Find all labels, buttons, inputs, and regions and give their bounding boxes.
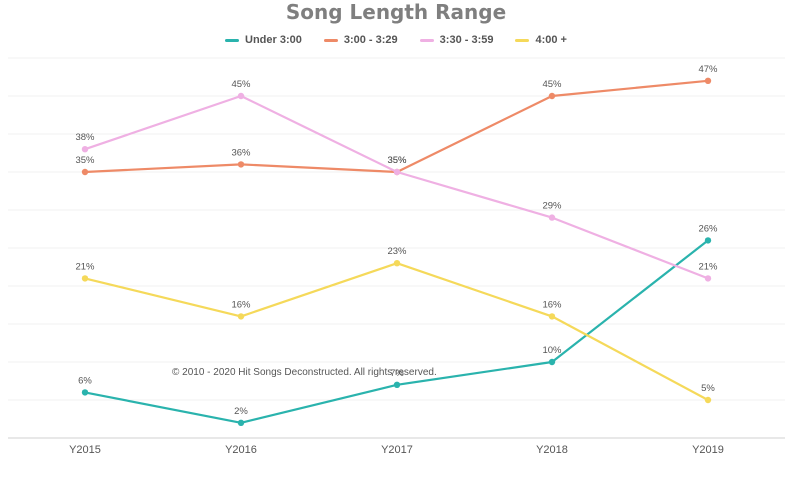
data-point[interactable] — [393, 381, 401, 388]
data-label: 2% — [234, 406, 248, 417]
series-line — [84, 239, 709, 424]
legend-swatch-3-30-3-59 — [419, 38, 434, 42]
data-label: 7% — [390, 368, 404, 379]
data-label: 21% — [75, 261, 95, 272]
data-label: 16% — [542, 299, 562, 310]
data-point[interactable] — [81, 389, 89, 396]
chart-title: Song Length Range — [285, 0, 507, 24]
data-point[interactable] — [704, 237, 712, 244]
legend-swatch-3-00-3-29 — [323, 38, 338, 42]
data-point[interactable] — [704, 396, 712, 404]
data-point[interactable] — [548, 358, 556, 366]
legend-swatch-4-00-plus — [515, 38, 530, 42]
legend-item-4-00-plus[interactable]: 4:00 + — [515, 34, 567, 46]
data-label: 36% — [231, 147, 251, 158]
legend: Under 3:00 3:00 - 3:29 3:30 - 3:59 4:00 … — [0, 34, 792, 46]
series-line — [84, 262, 709, 401]
data-label: 21% — [698, 261, 718, 272]
copyright-text: © 2010 - 2020 Hit Songs Deconstructed. A… — [172, 367, 437, 378]
legend-item-under-3[interactable]: Under 3:00 — [225, 34, 302, 46]
legend-item-3-30-3-59[interactable]: 3:30 - 3:59 — [419, 34, 494, 46]
data-label: 47% — [698, 64, 718, 75]
data-point[interactable] — [237, 161, 245, 168]
data-point[interactable] — [393, 168, 401, 176]
data-label: 35% — [387, 155, 407, 166]
data-point[interactable] — [548, 92, 556, 100]
x-tick-label: Y2016 — [225, 444, 257, 456]
data-point[interactable] — [704, 77, 712, 85]
data-point[interactable] — [548, 214, 556, 221]
data-label: 38% — [75, 132, 95, 143]
data-label: 10% — [542, 345, 562, 356]
legend-label-3-00-3-29: 3:00 - 3:29 — [343, 34, 398, 46]
legend-label-4-00-plus: 4:00 + — [535, 34, 567, 46]
data-point[interactable] — [548, 313, 556, 320]
legend-swatch-under-3 — [225, 38, 239, 42]
x-tick-label: Y2018 — [536, 444, 568, 456]
data-point[interactable] — [81, 168, 89, 176]
data-label: 26% — [698, 223, 718, 234]
x-tick-label: Y2017 — [381, 444, 413, 456]
data-label: 23% — [387, 246, 407, 257]
data-point[interactable] — [237, 313, 245, 320]
data-label: 45% — [542, 79, 562, 90]
data-label: 45% — [231, 79, 251, 90]
data-label: 5% — [701, 383, 715, 394]
x-tick-label: Y2015 — [69, 444, 101, 456]
data-label: 29% — [542, 201, 562, 212]
data-point[interactable] — [393, 260, 401, 267]
legend-label-3-30-3-59: 3:30 - 3:59 — [439, 34, 494, 46]
data-label: 35% — [387, 155, 407, 166]
data-point[interactable] — [704, 275, 712, 282]
data-point[interactable] — [81, 146, 89, 153]
data-point[interactable] — [81, 275, 89, 282]
data-point[interactable] — [237, 419, 245, 426]
data-label: 35% — [75, 155, 95, 166]
legend-label-under-3: Under 3:00 — [245, 34, 302, 46]
data-point[interactable] — [237, 92, 245, 100]
legend-item-3-00-3-29[interactable]: 3:00 - 3:29 — [323, 34, 398, 46]
data-label: 6% — [78, 375, 92, 386]
data-label: 16% — [231, 299, 251, 310]
x-tick-label: Y2019 — [692, 444, 724, 456]
